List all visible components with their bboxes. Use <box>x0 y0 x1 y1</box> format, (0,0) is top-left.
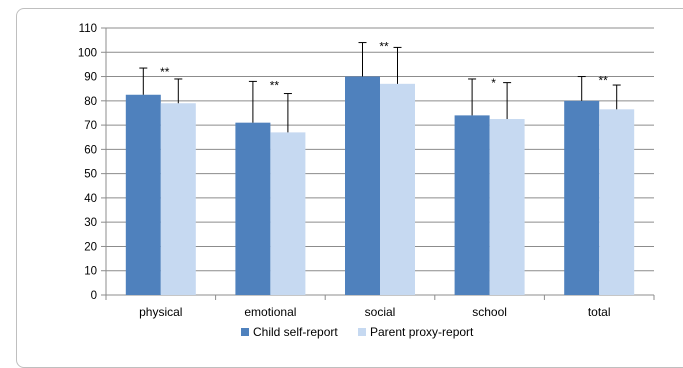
bar <box>125 94 161 295</box>
bar <box>380 83 415 295</box>
legend-swatch <box>241 328 249 336</box>
bar <box>235 122 271 295</box>
y-tick-label: 110 <box>79 23 97 35</box>
y-tick-label: 40 <box>84 193 97 205</box>
bar <box>160 103 196 295</box>
labels: 0 10 20 30 40 50 60 70 80 90 100 110 ** physical ** emo… <box>78 23 611 319</box>
bar <box>489 119 525 295</box>
bar <box>345 76 380 295</box>
error-bars <box>139 42 621 133</box>
y-tick-label: 100 <box>78 47 97 59</box>
bar-chart: 0 10 20 30 40 50 60 70 80 90 100 110 ** physical ** emo… <box>78 23 655 339</box>
bar <box>599 109 635 296</box>
bar <box>270 132 306 295</box>
significance-marker: ** <box>160 65 170 79</box>
significance-marker: ** <box>599 74 609 88</box>
y-tick-label: 60 <box>84 144 97 156</box>
bars <box>125 76 635 296</box>
legend-label: Parent proxy-report <box>370 325 474 339</box>
x-tick-label: total <box>588 305 611 319</box>
x-tick-label: emotional <box>244 305 296 319</box>
significance-marker: * <box>491 76 496 90</box>
y-tick-label: 50 <box>84 169 97 181</box>
y-tick-label: 70 <box>84 120 97 132</box>
y-tick-label: 10 <box>84 266 97 278</box>
y-tick-label: 30 <box>84 217 97 229</box>
y-tick-label: 20 <box>84 241 97 253</box>
y-tick-label: 90 <box>84 72 97 84</box>
x-tick-label: physical <box>139 305 182 319</box>
legend-swatch <box>358 328 366 336</box>
legend-label: Child self-report <box>253 325 338 339</box>
x-tick-label: social <box>365 305 396 319</box>
x-tick-label: school <box>472 305 507 319</box>
legend: Child self-report Parent proxy-report <box>241 325 474 339</box>
y-tick-label: 80 <box>84 96 97 108</box>
bar <box>454 115 490 295</box>
significance-marker: ** <box>379 40 389 54</box>
bar <box>564 100 600 296</box>
significance-marker: ** <box>270 78 280 92</box>
y-tick-label: 0 <box>91 290 97 302</box>
